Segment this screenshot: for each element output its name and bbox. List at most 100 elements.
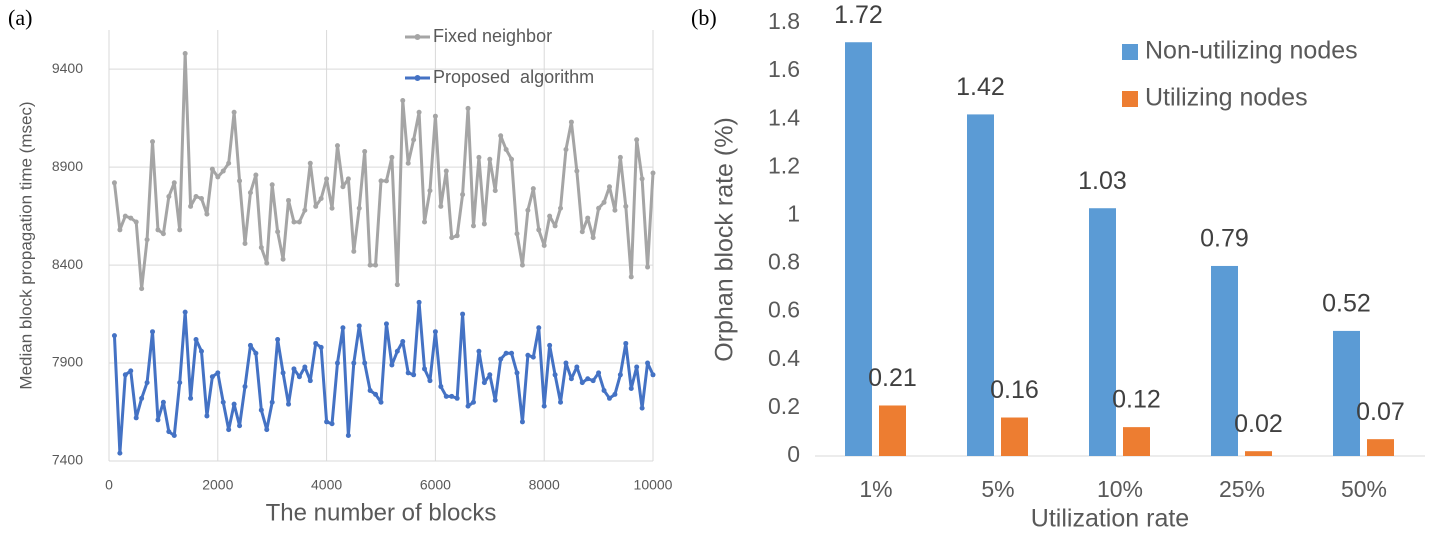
point — [291, 366, 297, 372]
point — [226, 160, 232, 166]
point — [334, 360, 340, 366]
data-label: 0.07 — [1356, 398, 1405, 426]
point — [193, 337, 199, 343]
point — [460, 192, 466, 198]
point — [470, 223, 476, 229]
point — [226, 427, 232, 433]
y-tick-label: 0.8 — [768, 249, 800, 275]
point — [296, 374, 302, 380]
point — [307, 378, 313, 384]
data-label: 0.21 — [868, 364, 917, 392]
bar — [879, 405, 906, 456]
point — [432, 329, 438, 335]
point — [645, 360, 651, 366]
point — [122, 213, 128, 219]
point — [552, 372, 558, 378]
point — [182, 309, 188, 315]
point — [449, 393, 455, 399]
point — [177, 227, 183, 233]
point — [400, 98, 406, 104]
data-label: 1.42 — [956, 73, 1005, 101]
point — [171, 433, 177, 439]
x-tick-label: 2000 — [202, 477, 233, 493]
point — [139, 286, 145, 292]
point — [601, 199, 607, 205]
point — [394, 282, 400, 288]
point — [547, 342, 553, 348]
y-tick-label: 7400 — [52, 452, 83, 468]
point — [133, 415, 139, 421]
data-label: 1.03 — [1078, 167, 1127, 195]
point — [155, 417, 161, 423]
point — [188, 203, 194, 209]
point — [324, 419, 330, 425]
point — [568, 376, 574, 382]
point — [509, 350, 515, 356]
point — [373, 391, 379, 397]
point — [313, 203, 319, 209]
point — [242, 384, 248, 390]
point — [324, 176, 330, 182]
data-label: 0.16 — [990, 376, 1039, 404]
point — [590, 378, 596, 384]
point — [193, 194, 199, 200]
bar — [1333, 330, 1360, 456]
point — [296, 219, 302, 225]
y-tick-label: 1.4 — [768, 104, 800, 130]
y-axis-label: Orphan block rate (%) — [711, 117, 739, 362]
point — [427, 378, 433, 384]
point — [367, 387, 373, 393]
y-tick-label: 0.2 — [768, 393, 800, 419]
point — [650, 170, 656, 176]
point — [247, 342, 253, 348]
legend-label: Fixed neighbor — [433, 26, 552, 46]
point — [209, 374, 215, 380]
point — [378, 178, 384, 184]
point — [280, 370, 286, 376]
point — [596, 370, 602, 376]
point — [498, 356, 504, 362]
point — [465, 403, 471, 409]
point — [220, 399, 226, 405]
point — [373, 262, 379, 268]
point — [596, 205, 602, 211]
point — [144, 380, 150, 386]
point — [280, 256, 286, 262]
y-tick-label: 7900 — [52, 354, 83, 370]
point — [454, 395, 460, 401]
point — [547, 213, 553, 219]
point — [405, 160, 411, 166]
point — [334, 143, 340, 149]
y-tick-label: 8400 — [52, 256, 83, 272]
point — [470, 399, 476, 405]
bar — [1367, 439, 1394, 456]
point — [606, 184, 612, 190]
point — [476, 348, 482, 354]
x-tick-label: 1% — [859, 476, 892, 502]
point — [302, 207, 308, 213]
point — [160, 399, 166, 405]
point — [514, 231, 520, 237]
point — [405, 370, 411, 376]
point — [329, 421, 335, 427]
x-tick-label: 8000 — [529, 477, 560, 493]
point — [432, 113, 438, 119]
point — [514, 370, 520, 376]
legend-swatch — [1122, 91, 1138, 107]
point — [416, 299, 422, 305]
point — [617, 372, 623, 378]
point — [155, 227, 161, 233]
point — [362, 360, 368, 366]
point — [144, 237, 150, 243]
point — [215, 370, 221, 376]
point — [275, 337, 281, 343]
point — [340, 325, 346, 331]
point — [198, 195, 204, 201]
point — [558, 205, 564, 211]
point — [258, 407, 264, 413]
point — [568, 119, 574, 125]
point — [264, 260, 270, 266]
x-axis-label: The number of blocks — [266, 499, 497, 526]
x-tick-label: 10000 — [634, 477, 673, 493]
point — [269, 399, 275, 405]
